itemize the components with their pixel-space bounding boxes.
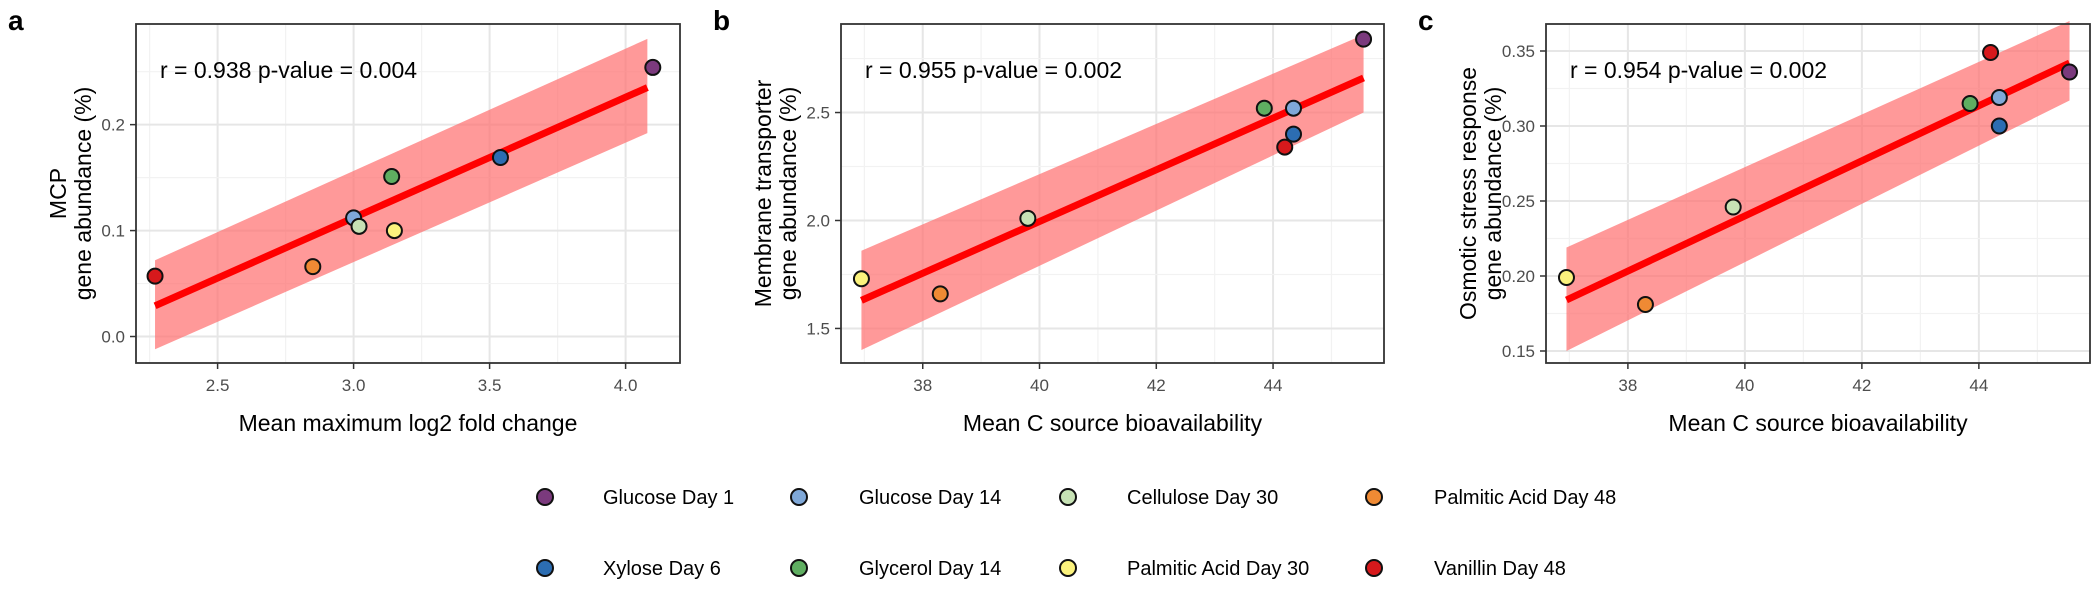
panel-b: 38 40 42 44 1.5 2.0 2.5 r = 0.955 p-value = 0.0… xyxy=(713,5,1385,436)
panel-label: a xyxy=(8,5,24,36)
y-tick-label: 0.15 xyxy=(1502,342,1535,361)
data-point xyxy=(1285,125,1302,143)
legend-label: Xylose Day 6 xyxy=(603,558,721,580)
panel-label: b xyxy=(713,5,730,36)
data-point xyxy=(1990,117,2008,135)
legend-marker xyxy=(536,559,554,577)
y-tick-label: 0.30 xyxy=(1502,117,1535,136)
fit-line xyxy=(153,84,649,309)
data-point xyxy=(1276,138,1294,156)
y-axis-title-line1: Membrane transporter xyxy=(750,79,776,307)
x-tick-label: 4.0 xyxy=(614,376,638,395)
legend: Glucose Day 1 Glucose Day 14 Cellulose Day… xyxy=(536,487,1616,580)
data-point xyxy=(1982,44,2000,61)
x-tick-label: 3.0 xyxy=(342,376,366,395)
x-tick-label: 42 xyxy=(1147,376,1166,395)
y-tick-label: 2.0 xyxy=(806,211,830,230)
y-axis-title-line1: Osmotic stress response xyxy=(1455,67,1481,320)
data-point xyxy=(931,285,949,303)
panel-a: 2.5 3.0 3.5 4.0 0.0 0.1 0.2 r = 0.938 p-value =… xyxy=(8,5,681,436)
correlation-annotation: r = 0.955 p-value = 0.002 xyxy=(865,57,1122,83)
correlation-annotation: r = 0.954 p-value = 0.002 xyxy=(1570,57,1827,83)
data-point xyxy=(304,258,322,276)
legend-label: Glycerol Day 14 xyxy=(859,558,1001,580)
y-tick-label: 1.5 xyxy=(806,319,830,338)
data-point xyxy=(1557,269,1575,286)
y-tick-label: 0.0 xyxy=(101,328,125,347)
y-tick-label: 0.35 xyxy=(1502,42,1535,61)
legend-marker xyxy=(1059,488,1077,506)
data-point xyxy=(350,217,368,235)
data-point xyxy=(852,270,870,288)
data-point xyxy=(1961,95,1979,112)
x-tick-label: 2.5 xyxy=(206,376,230,395)
panel-label: c xyxy=(1418,5,1434,36)
y-axis-title-line2: gene abundance (%) xyxy=(1480,87,1506,301)
panel-frame xyxy=(840,23,1385,364)
data-point xyxy=(491,148,509,166)
y-tick-label: 0.2 xyxy=(101,116,125,135)
data-point xyxy=(1255,99,1273,117)
x-tick-label: 42 xyxy=(1852,376,1871,395)
legend-marker xyxy=(790,488,808,506)
fit-line xyxy=(860,74,1365,304)
legend-label: Glucose Day 14 xyxy=(859,487,1001,509)
data-point xyxy=(385,222,403,240)
legend-label: Vanillin Day 48 xyxy=(1434,558,1566,580)
x-tick-label: 38 xyxy=(1618,376,1637,395)
x-tick-label: 40 xyxy=(1735,376,1754,395)
x-axis-title: Mean maximum log2 fold change xyxy=(239,410,578,436)
fit-line xyxy=(1564,59,2072,304)
legend-label: Glucose Day 1 xyxy=(603,487,734,509)
x-axis-title: Mean C source bioavailability xyxy=(1668,410,1968,436)
legend-marker xyxy=(1365,559,1383,577)
legend-marker xyxy=(536,488,554,506)
data-point xyxy=(1019,209,1037,227)
data-point xyxy=(1285,99,1302,117)
x-axis-title: Mean C source bioavailability xyxy=(963,410,1263,436)
panel-frame xyxy=(135,23,681,364)
panel-frame xyxy=(1545,23,2091,364)
data-point xyxy=(383,168,401,186)
x-tick-label: 40 xyxy=(1030,376,1049,395)
y-axis-title-line1: MCP xyxy=(45,168,71,219)
data-point xyxy=(1355,30,1373,48)
legend-marker xyxy=(1365,488,1383,506)
data-point xyxy=(1636,296,1654,313)
x-tick-label: 44 xyxy=(1264,376,1283,395)
x-tick-label: 44 xyxy=(1969,376,1988,395)
legend-label: Cellulose Day 30 xyxy=(1127,487,1278,509)
confidence-band xyxy=(1566,21,2070,351)
legend-label: Palmitic Acid Day 48 xyxy=(1434,487,1616,509)
y-axis-title-line2: gene abundance (%) xyxy=(775,87,801,301)
legend-label: Palmitic Acid Day 30 xyxy=(1127,558,1309,580)
correlation-annotation: r = 0.938 p-value = 0.004 xyxy=(160,57,417,83)
x-tick-label: 3.5 xyxy=(478,376,502,395)
data-point xyxy=(146,267,164,285)
y-tick-label: 0.25 xyxy=(1502,192,1535,211)
data-point xyxy=(1990,89,2008,106)
data-point xyxy=(2061,63,2079,81)
y-tick-label: 2.5 xyxy=(806,104,830,123)
y-axis-title-line2: gene abundance (%) xyxy=(70,87,96,301)
y-tick-label: 0.1 xyxy=(101,222,125,241)
legend-marker xyxy=(1059,559,1077,577)
y-tick-label: 0.20 xyxy=(1502,267,1535,286)
legend-marker xyxy=(790,559,808,577)
data-point xyxy=(644,58,662,76)
x-tick-label: 38 xyxy=(913,376,932,395)
data-point xyxy=(1724,198,1742,216)
panel-c: 38 40 42 44 0.15 0.20 0.25 0.30 0.35 r = 0.954 p-… xyxy=(1418,5,2091,436)
